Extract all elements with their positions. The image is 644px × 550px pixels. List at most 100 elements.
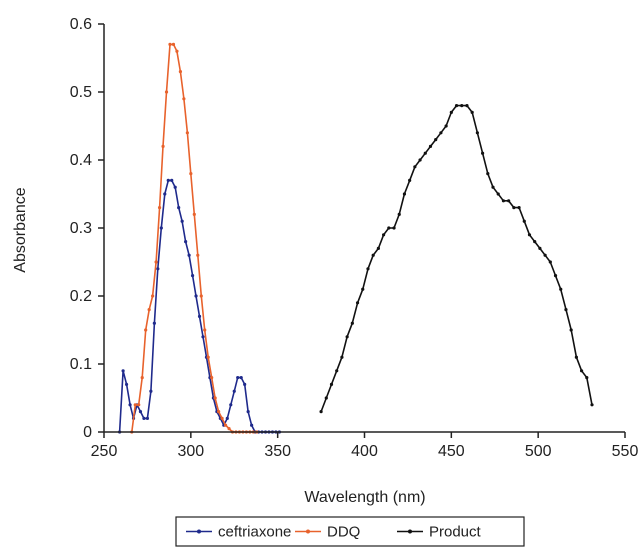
y-tick-label: 0.6 xyxy=(70,16,92,33)
data-point-ceftriaxone xyxy=(121,369,125,373)
legend-label-ceftriaxone: ceftriaxone xyxy=(218,524,291,541)
data-point-product xyxy=(355,301,360,305)
data-point-ddq xyxy=(161,144,165,148)
data-point-ceftriaxone xyxy=(180,219,184,223)
data-point-product xyxy=(527,233,532,237)
data-point-product xyxy=(402,192,407,196)
data-point-product xyxy=(574,355,578,359)
data-point-ceftriaxone xyxy=(194,294,198,298)
data-point-product xyxy=(439,131,443,135)
axes: 0 0.1 0.2 0.3 0.4 0.5 0.6 250 300 350 400 450 500 550 xyxy=(70,16,639,460)
data-point-product xyxy=(480,151,485,155)
data-point-ddq xyxy=(133,403,137,407)
x-tick-label: 450 xyxy=(438,443,465,460)
data-point-ddq xyxy=(144,328,148,332)
data-point-product xyxy=(475,131,479,135)
legend-marker-product xyxy=(408,529,412,534)
data-point-product xyxy=(553,274,558,278)
data-point-ddq xyxy=(210,376,214,380)
data-point-ddq xyxy=(223,423,228,427)
data-point-product xyxy=(548,260,552,264)
data-point-product xyxy=(470,110,474,114)
data-point-product xyxy=(319,410,323,414)
data-point-ddq xyxy=(168,42,172,47)
x-axis-title: Wavelength (nm) xyxy=(304,489,425,506)
data-point-product xyxy=(559,287,563,291)
legend-marker-ddq xyxy=(306,529,310,534)
data-point-ceftriaxone xyxy=(201,335,205,339)
data-point-ceftriaxone xyxy=(232,389,236,393)
data-point-product xyxy=(340,355,344,359)
data-point-product xyxy=(361,287,365,291)
data-point-product xyxy=(590,403,594,407)
data-point-ddq xyxy=(137,403,141,407)
data-point-product xyxy=(486,172,490,176)
data-point-ddq xyxy=(157,206,162,210)
legend-label-ddq: DDQ xyxy=(327,524,360,541)
data-point-ceftriaxone xyxy=(190,274,195,278)
data-point-ceftriaxone xyxy=(166,178,170,182)
data-point-product xyxy=(329,382,334,386)
y-axis-title: Absorbance xyxy=(12,187,29,272)
data-point-product xyxy=(579,369,584,373)
x-tick-label: 500 xyxy=(525,443,552,460)
data-point-ceftriaxone xyxy=(243,382,247,386)
legend-box xyxy=(175,516,525,547)
data-point-ddq xyxy=(147,308,151,312)
data-point-ddq xyxy=(189,172,193,176)
data-point-product xyxy=(418,158,422,162)
data-point-product xyxy=(428,144,433,148)
data-point-product xyxy=(569,328,573,332)
data-point-product xyxy=(460,104,464,108)
x-tick-label: 550 xyxy=(612,443,639,460)
data-point-ceftriaxone xyxy=(138,410,143,414)
data-point-product xyxy=(522,219,526,223)
data-point-ddq xyxy=(206,355,210,359)
data-point-product xyxy=(324,396,328,400)
y-tick-label: 0.1 xyxy=(70,356,92,373)
data-point-product xyxy=(585,376,589,380)
data-point-ceftriaxone xyxy=(149,389,153,393)
data-point-ddq xyxy=(178,70,183,74)
x-tick-label: 300 xyxy=(177,443,204,460)
legend: ceftriaxone DDQ Product xyxy=(175,516,525,547)
data-point-ceftriaxone xyxy=(236,376,240,380)
x-tick-label: 400 xyxy=(351,443,378,460)
data-point-ddq xyxy=(227,427,231,431)
data-point-ddq xyxy=(182,97,186,101)
data-point-product xyxy=(350,321,354,325)
data-point-ddq xyxy=(185,131,189,135)
data-point-product xyxy=(512,206,516,210)
y-tick-label: 0.5 xyxy=(70,84,92,101)
data-point-ceftriaxone xyxy=(246,410,250,414)
data-point-product xyxy=(371,253,375,257)
data-point-product xyxy=(454,104,459,108)
data-point-product xyxy=(533,240,537,244)
data-point-product xyxy=(501,199,506,203)
y-tick-label: 0.4 xyxy=(70,152,92,169)
data-point-ceftriaxone xyxy=(239,376,243,380)
y-tick-label: 0.2 xyxy=(70,288,92,305)
data-point-product xyxy=(465,104,469,108)
data-point-product xyxy=(387,226,391,230)
plot-area xyxy=(118,42,594,434)
data-point-product xyxy=(543,253,547,257)
data-point-ddq xyxy=(217,410,221,414)
data-point-product xyxy=(491,185,495,189)
data-point-product xyxy=(449,110,453,114)
data-point-ddq xyxy=(151,294,155,298)
data-point-product xyxy=(392,226,396,230)
series-line-ceftriaxone xyxy=(118,179,280,433)
data-point-ceftriaxone xyxy=(225,416,229,420)
data-point-ddq xyxy=(220,416,224,420)
data-point-ddq xyxy=(196,253,200,257)
data-point-product xyxy=(496,192,500,196)
data-point-ddq xyxy=(164,90,169,94)
legend-marker-ceftriaxone xyxy=(197,529,201,534)
data-point-product xyxy=(366,267,370,271)
data-point-ceftriaxone xyxy=(145,416,150,420)
series-line-product xyxy=(320,104,593,412)
data-point-product xyxy=(434,138,438,142)
x-tick-label: 250 xyxy=(91,443,118,460)
